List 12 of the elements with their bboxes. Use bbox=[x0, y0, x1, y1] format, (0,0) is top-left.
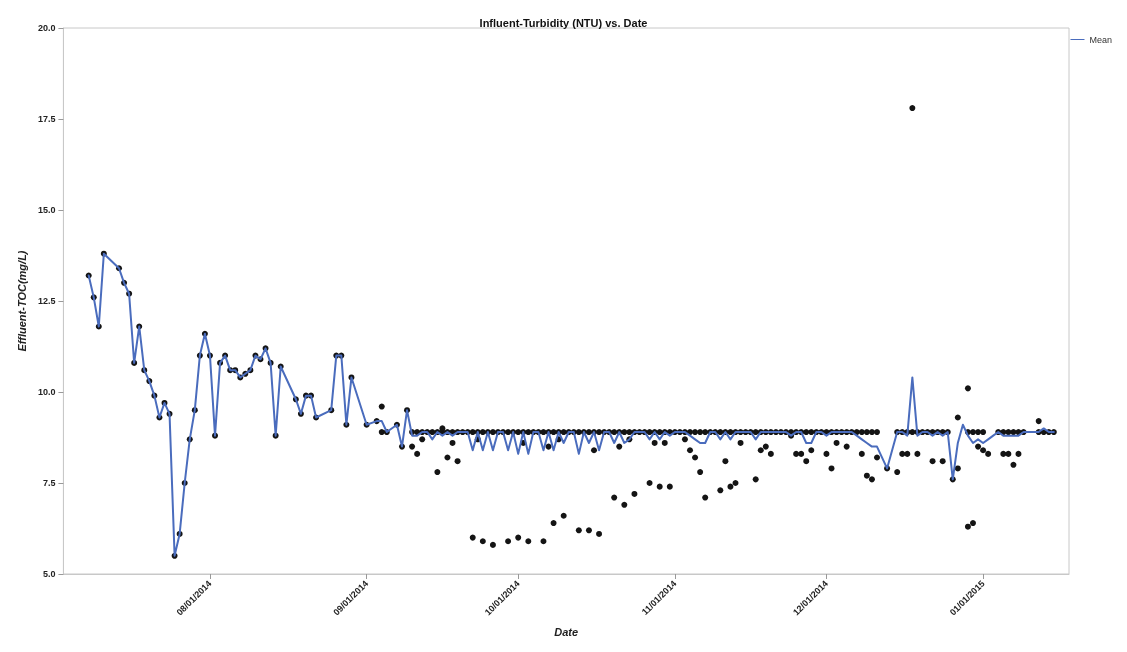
y-tick-label: 20.0 bbox=[37, 23, 56, 33]
y-tick-label: 12.5 bbox=[37, 296, 56, 306]
y-tick-label: 7.5 bbox=[42, 478, 56, 488]
y-tick-label: 15.0 bbox=[37, 205, 56, 215]
line-series bbox=[87, 252, 1055, 557]
y-tick-label: 5.0 bbox=[42, 569, 56, 579]
y-axis-title: Effluent-TOC(mg/L) bbox=[15, 250, 28, 352]
legend-label: Mean bbox=[1089, 34, 1112, 45]
x-axis-title: Date bbox=[554, 625, 579, 638]
y-tick-label: 17.5 bbox=[37, 114, 56, 124]
y-tick-label: 10.0 bbox=[37, 387, 56, 397]
chart-title: Influent-Turbidity (NTU) vs. Date bbox=[479, 16, 648, 29]
